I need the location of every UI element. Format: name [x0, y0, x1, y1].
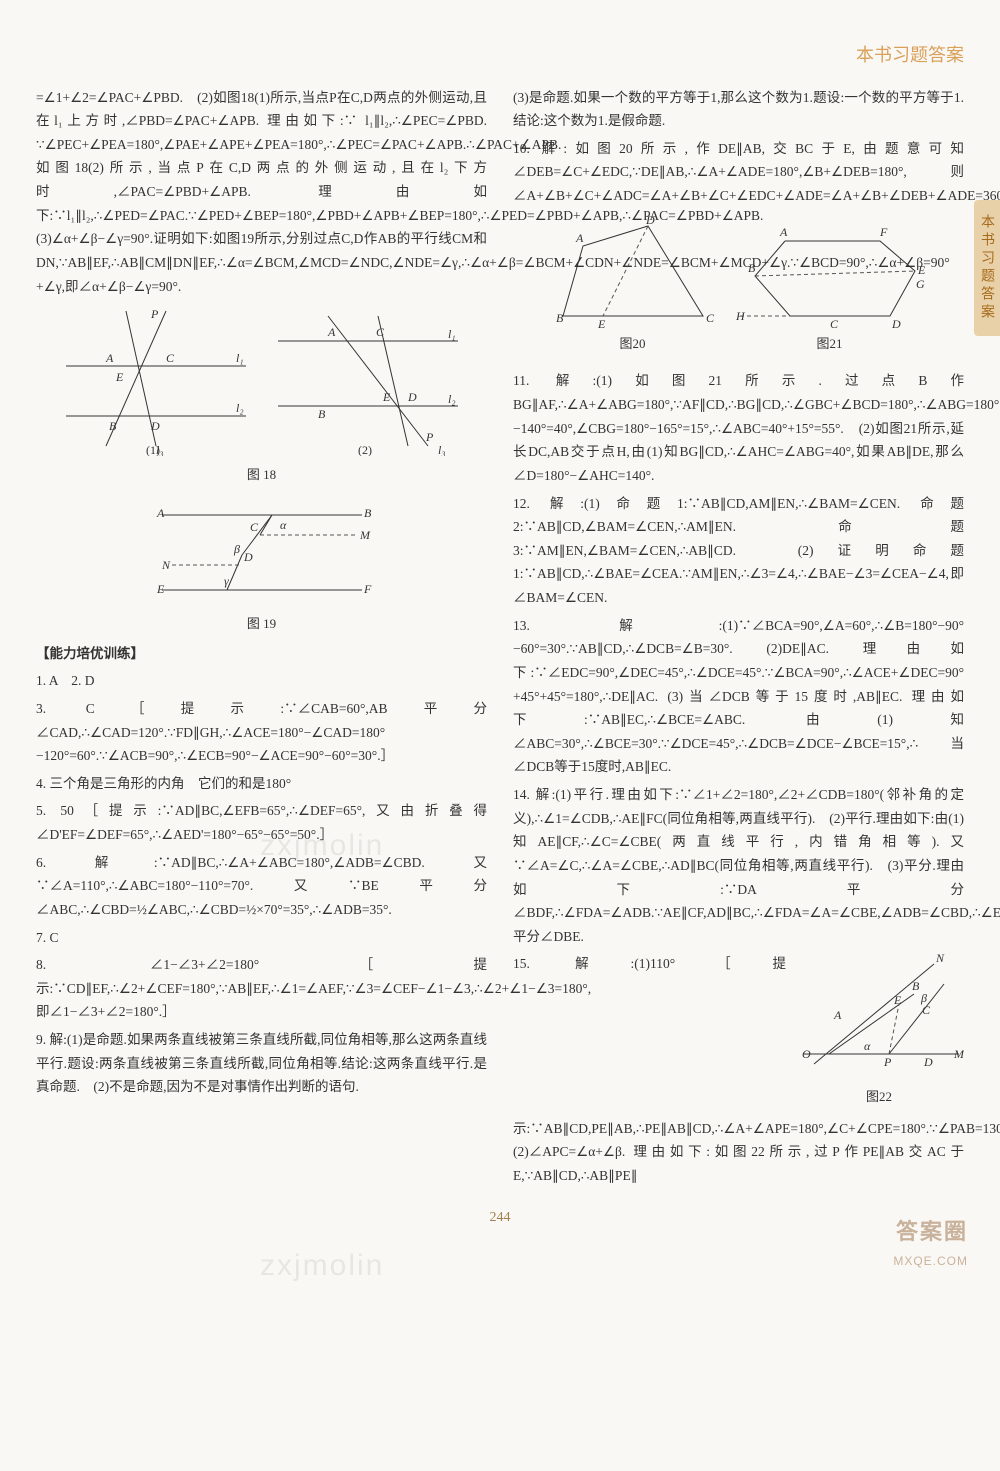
svg-text:D: D	[923, 1055, 933, 1069]
figure-22-caption: 图22	[794, 1086, 964, 1109]
svg-text:B: B	[318, 407, 326, 421]
svg-text:A: A	[575, 231, 584, 245]
fig18-sub1: (1)	[146, 443, 160, 456]
q11: 11. 解:(1)如图21所示.过点B作BG∥AF,∴∠A+∠ABG=180°,…	[513, 369, 964, 487]
side-tab: 本书习题答案	[974, 200, 1000, 336]
svg-text:P: P	[150, 307, 159, 321]
left-column: =∠1+∠2=∠PAC+∠PBD. (2)如图18(1)所示,当点P在C,D两点…	[36, 86, 487, 1192]
figure-18-2-svg: A C B E D P l₁ l₂ l₃ (2)	[268, 306, 468, 456]
svg-text:β: β	[233, 542, 240, 556]
q5: 5. 50［提示:∵AD∥BC,∠EFB=65°,∴∠DEF=65°,又由折叠得…	[36, 799, 487, 846]
svg-text:β: β	[920, 991, 927, 1005]
svg-text:D: D	[891, 317, 901, 331]
svg-text:D: D	[150, 419, 160, 433]
fig18-sub2: (2)	[358, 443, 372, 456]
svg-text:M: M	[953, 1047, 964, 1061]
figure-22-wrap: A B C E N M O P D α β 图22	[794, 954, 964, 1114]
right-cont: (3)是命题.如果一个数的平方等于1,那么这个数为1.题设:一个数的平方等于1.…	[513, 86, 964, 133]
svg-text:B: B	[912, 979, 920, 993]
svg-text:A: A	[779, 225, 788, 239]
svg-text:l₁: l₁	[236, 351, 244, 365]
svg-text:B: B	[364, 506, 372, 520]
figure-21-caption: 图21	[730, 333, 930, 356]
q13: 13. 解:(1)∵∠BCA=90°,∠A=60°,∴∠B=180°−90°−6…	[513, 614, 964, 779]
svg-text:A: A	[156, 506, 165, 520]
figure-20-wrap: A B C D E 图20	[548, 216, 718, 362]
figure-19-svg: A B C M N D E F α β γ	[132, 495, 392, 605]
header-right-title: 本书习题答案	[36, 40, 964, 72]
svg-text:A: A	[105, 351, 114, 365]
svg-text:N: N	[161, 558, 171, 572]
figure-21-svg: A F E D C B G H	[730, 216, 930, 331]
svg-text:E: E	[382, 390, 391, 404]
svg-text:G: G	[916, 277, 925, 291]
svg-text:B: B	[109, 419, 117, 433]
svg-text:C: C	[922, 1003, 931, 1017]
svg-text:l₂: l₂	[236, 401, 244, 415]
figure-20-svg: A B C D E	[548, 216, 718, 331]
svg-text:P: P	[425, 430, 434, 444]
watermark-2: zxjmolin	[260, 1240, 384, 1293]
svg-text:B: B	[556, 311, 564, 325]
q4: 4. 三个角是三角形的内角 它们的和是180°	[36, 772, 487, 796]
svg-text:α: α	[864, 1039, 871, 1053]
svg-text:C: C	[166, 351, 175, 365]
svg-text:E: E	[156, 582, 165, 596]
q8: 8. ∠1−∠3+∠2=180°［提示:∵CD∥EF,∴∠2+∠CEF=180°…	[36, 953, 487, 1024]
figures-20-21: A B C D E 图20	[513, 216, 964, 362]
svg-text:H: H	[735, 309, 746, 323]
svg-text:C: C	[376, 325, 385, 339]
q1-2: 1. A 2. D	[36, 669, 487, 693]
svg-text:F: F	[879, 225, 888, 239]
svg-text:E: E	[597, 317, 606, 331]
svg-text:O: O	[802, 1047, 811, 1061]
svg-text:E: E	[115, 370, 124, 384]
svg-text:l₁: l₁	[448, 327, 456, 341]
svg-text:l₃: l₃	[438, 443, 446, 456]
svg-text:l₂: l₂	[448, 392, 456, 406]
svg-text:A: A	[327, 325, 336, 339]
svg-text:F: F	[363, 582, 372, 596]
figure-18-1-svg: P A C E B D l₁ l₂ l₃ (1)	[56, 306, 256, 456]
svg-text:N: N	[935, 954, 945, 965]
page: 本书习题答案 本书习题答案 zxjmolin zxjmolin =∠1+∠2=∠…	[0, 0, 1000, 1290]
svg-text:B: B	[748, 261, 756, 275]
left-para-1: =∠1+∠2=∠PAC+∠PBD. (2)如图18(1)所示,当点P在C,D两点…	[36, 86, 487, 299]
right-column: (3)是命题.如果一个数的平方等于1,那么这个数为1.题设:一个数的平方等于1.…	[513, 86, 964, 1192]
figure-20-caption: 图20	[548, 333, 718, 356]
figure-22-svg: A B C E N M O P D α β	[794, 954, 964, 1074]
q9: 9. 解:(1)是命题.如果两条直线被第三条直线所截,同位角相等,那么这两条直线…	[36, 1028, 487, 1099]
q7: 7. C	[36, 926, 487, 950]
svg-text:M: M	[359, 528, 371, 542]
svg-text:D: D	[407, 390, 417, 404]
q12: 12. 解:(1)命题1:∵AB∥CD,AM∥EN,∴∠BAM=∠CEN. 命题…	[513, 492, 964, 610]
figure-19-caption: 图 19	[36, 613, 487, 636]
figure-21-wrap: A F E D C B G H 图21	[730, 216, 930, 362]
two-column-layout: =∠1+∠2=∠PAC+∠PBD. (2)如图18(1)所示,当点P在C,D两点…	[36, 86, 964, 1192]
svg-text:C: C	[830, 317, 839, 331]
footer-logo: 答案圈 MXQE.COM	[893, 1213, 968, 1273]
section-title: 【能力培优训练】	[36, 642, 487, 666]
svg-text:C: C	[706, 311, 715, 325]
svg-text:D: D	[645, 216, 655, 227]
svg-text:E: E	[917, 263, 926, 277]
figure-19: A B C M N D E F α β γ	[36, 495, 487, 605]
figure-18-caption: 图 18	[36, 464, 487, 487]
q10: 10. 解:如图20所示,作DE∥AB,交BC于E,由题意可知∠DEB=∠C+∠…	[513, 137, 964, 208]
svg-text:γ: γ	[224, 574, 229, 588]
svg-text:D: D	[243, 550, 253, 564]
footer-logo-big: 答案圈	[893, 1213, 968, 1252]
q14: 14. 解:(1)平行.理由如下:∵∠1+∠2=180°,∠2+∠CDB=180…	[513, 783, 964, 948]
footer-logo-small: MXQE.COM	[893, 1251, 968, 1272]
svg-text:α: α	[280, 518, 287, 532]
q6: 6. 解:∵AD∥BC,∴∠A+∠ABC=180°,∠ADB=∠CBD. 又∵∠…	[36, 851, 487, 922]
q3: 3. C［提示:∵∠CAB=60°,AB平分∠CAD,∴∠CAD=120°.∵F…	[36, 697, 487, 768]
svg-text:E: E	[893, 993, 902, 1007]
svg-text:A: A	[833, 1008, 842, 1022]
footer-pagenum: 244	[36, 1206, 964, 1231]
svg-text:P: P	[883, 1055, 892, 1069]
svg-text:C: C	[250, 520, 259, 534]
figure-18: P A C E B D l₁ l₂ l₃ (1)	[36, 306, 487, 456]
